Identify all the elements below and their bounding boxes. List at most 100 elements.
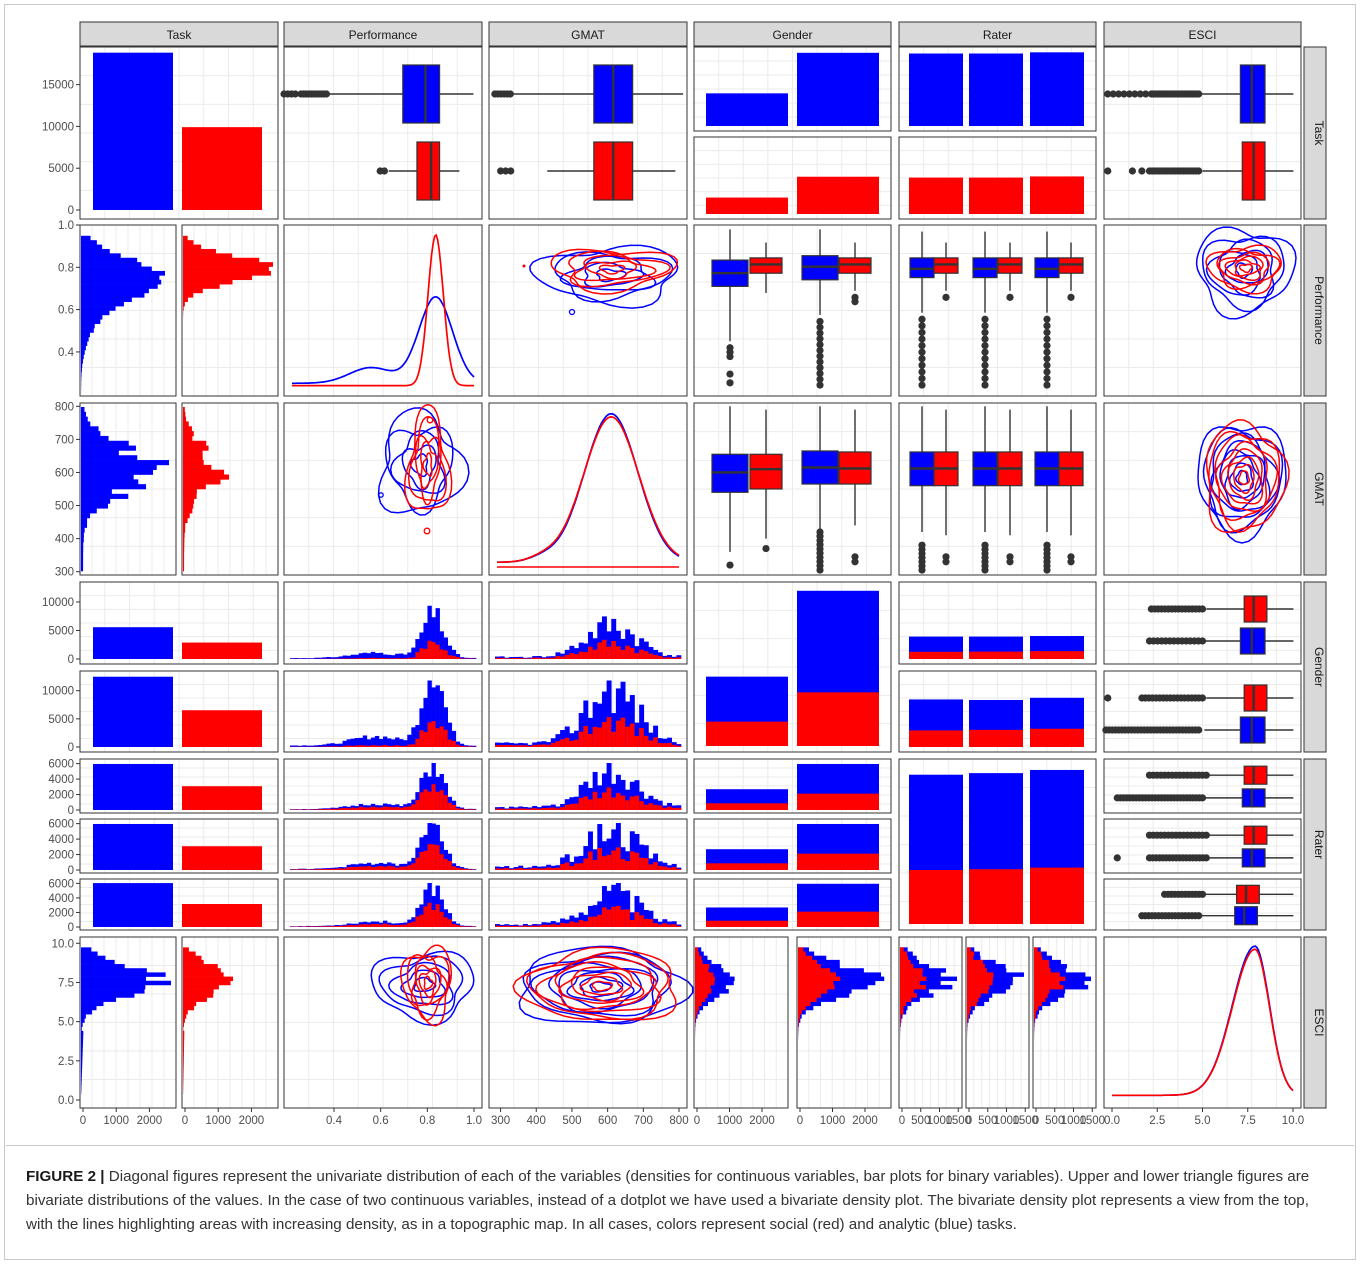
box-gender-male-analytic-outlier — [816, 381, 824, 389]
hist-esci — [183, 1005, 195, 1011]
hist-performance-analytic — [306, 745, 311, 747]
hist-gmat-analytic — [597, 901, 603, 927]
panel-rater-3-gender — [693, 878, 892, 931]
box-rater-3-analytic-outlier — [1043, 322, 1051, 330]
hist-esci — [81, 964, 125, 969]
hist-gmat-analytic — [508, 657, 514, 659]
hist-esci — [183, 1064, 184, 1069]
hist-performance-social — [447, 861, 453, 870]
hist-gmat-analytic — [653, 799, 659, 810]
box-rater-1-analytic-outlier — [918, 348, 926, 356]
hist-gmat-analytic — [532, 924, 538, 927]
hist-performance-social — [407, 806, 412, 810]
contour-analytic — [1195, 226, 1297, 320]
box-rater-1-analytic-outlier — [918, 374, 926, 383]
hist-gmat-social — [495, 868, 500, 870]
hist-performance-social — [447, 655, 453, 659]
contour-social — [554, 961, 658, 1011]
hist-esci-social — [798, 955, 813, 961]
hist-gmat-analytic — [634, 722, 640, 747]
hist-performance — [81, 363, 83, 368]
hist-gmat-social — [541, 807, 547, 810]
hist-gmat-analytic — [601, 616, 607, 659]
contour-analytic — [1205, 238, 1275, 299]
column-strip-label-performance: Performance — [349, 28, 418, 42]
hist-performance-social — [395, 867, 400, 870]
hist-gmat-analytic — [574, 796, 579, 810]
hist-performance — [81, 310, 110, 316]
contour-social — [414, 434, 442, 506]
hist-gmat-social — [615, 793, 621, 810]
hist-performance-analytic — [419, 632, 424, 659]
panel-esci-performance — [283, 936, 483, 1109]
contour-social — [1214, 433, 1279, 521]
contour-analytic — [413, 976, 437, 993]
bar-task-social — [182, 642, 262, 659]
panel-esci-gender-male — [796, 936, 892, 1109]
hist-gmat-analytic — [588, 905, 593, 927]
hist-gmat-analytic — [597, 622, 603, 659]
hist-esci — [183, 964, 218, 969]
hist-esci-social — [967, 980, 993, 986]
box-rater-1-analytic-outlier — [918, 361, 926, 369]
hist-esci — [81, 1080, 82, 1086]
bar-rater-2 — [969, 177, 1023, 214]
hist-gmat-social — [671, 867, 677, 870]
hist-gmat-social — [527, 658, 533, 659]
hist-gmat-analytic — [522, 923, 528, 927]
box-gender-male-analytic-outlier — [816, 323, 824, 331]
panel-gender-male-performance — [283, 670, 483, 753]
row-tick-gender: 10000 — [42, 686, 74, 698]
hist-gmat — [183, 561, 185, 567]
hist-gmat — [81, 527, 85, 533]
density-performance-social — [292, 233, 474, 387]
panel-performance-task-social — [181, 224, 279, 397]
hist-esci-analytic — [900, 989, 929, 994]
hist-gmat-social — [578, 651, 584, 659]
hist-gmat-analytic — [601, 886, 607, 927]
hist-gmat-social — [657, 743, 663, 747]
hist-performance-social — [451, 741, 457, 747]
bar-gender-male — [797, 176, 879, 214]
hist-gmat-social — [662, 657, 668, 659]
hist-gmat — [81, 407, 85, 413]
row-tick-gmat: 400 — [55, 534, 74, 546]
hist-performance-analytic — [387, 654, 392, 659]
hist-performance — [183, 235, 188, 241]
hist-performance-social — [366, 658, 372, 659]
hist-gmat-analytic — [550, 865, 556, 870]
hist-gmat-social — [513, 868, 519, 870]
contour-social — [426, 416, 434, 424]
hist-performance-social — [459, 926, 465, 927]
hist-gmat — [81, 503, 108, 509]
hist-gmat-analytic — [518, 656, 524, 659]
hist-performance — [81, 367, 82, 373]
hist-esci — [81, 1009, 93, 1015]
box-rater-3-analytic-outlier — [1043, 361, 1051, 369]
hist-esci — [183, 1051, 184, 1057]
hist-gmat — [183, 460, 204, 466]
bar-task-social — [182, 846, 262, 870]
contour-social — [407, 415, 448, 502]
hist-gmat-social — [620, 717, 626, 747]
hist-esci-social — [900, 972, 923, 977]
column-tick-rater: 1000 — [927, 1115, 953, 1127]
hist-gmat-analytic — [611, 783, 617, 810]
hist-gmat-analytic — [676, 924, 682, 927]
hist-performance-social — [451, 655, 457, 659]
panel-rater-2-performance — [283, 818, 483, 874]
hist-esci-social — [695, 1014, 697, 1019]
hist-gmat-analytic — [560, 730, 566, 747]
figure-frame — [4, 4, 1356, 1260]
hist-gmat — [81, 551, 84, 557]
hist-performance-social — [459, 745, 465, 747]
figure-caption: FIGURE 2 | Diagonal figures represent th… — [26, 1165, 1336, 1237]
box-rater-1-analytic-outlier — [918, 315, 926, 323]
hist-gmat-analytic — [536, 924, 542, 927]
hist-performance-analytic — [399, 653, 404, 659]
hist-esci — [81, 955, 106, 961]
hist-gmat-social — [583, 921, 589, 927]
hist-gmat-analytic — [625, 890, 631, 927]
hist-gmat-analytic — [620, 681, 626, 747]
hist-gmat-social — [588, 799, 593, 810]
